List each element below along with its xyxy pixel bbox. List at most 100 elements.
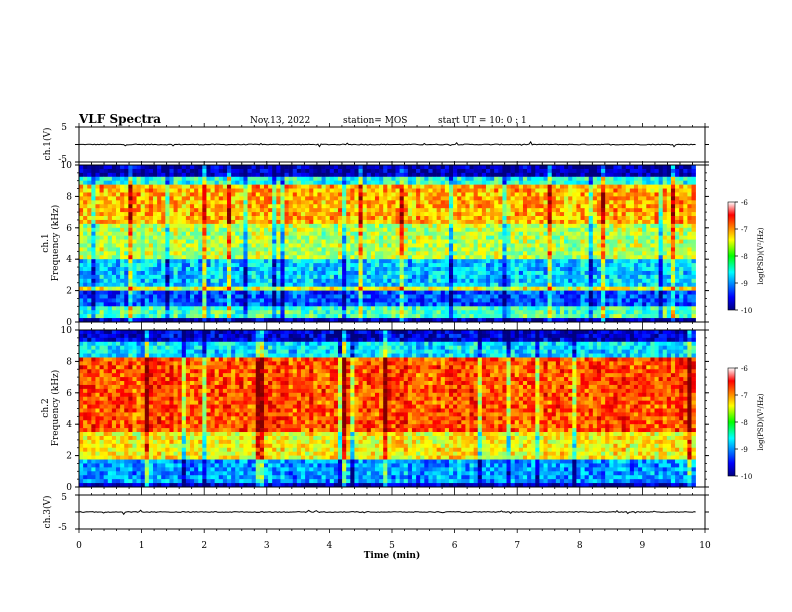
spectrogram-cell	[670, 227, 676, 233]
spectrogram-cell	[564, 172, 569, 178]
spectrogram-cell	[300, 196, 306, 201]
spectrogram-cell	[572, 176, 577, 181]
spectrogram-cell	[387, 192, 392, 197]
spectrogram-cell	[198, 255, 203, 260]
spectrogram-cell	[206, 235, 211, 240]
spectrogram-cell	[374, 231, 380, 236]
spectrogram-cell	[473, 278, 479, 284]
spectrogram-cell	[226, 204, 232, 209]
spectrogram-cell	[185, 255, 191, 260]
spectrogram-cell	[222, 239, 228, 244]
spectrogram-cell	[169, 267, 174, 272]
spectrogram-cell	[461, 274, 466, 280]
spectrogram-cell	[650, 231, 655, 236]
spectrogram-cell	[588, 278, 594, 284]
spectrogram-cell	[206, 243, 211, 248]
spectrogram-cell	[169, 212, 174, 217]
spectrogram-cell	[416, 259, 421, 264]
spectrogram-cell	[358, 263, 363, 268]
spectrogram-cell	[502, 180, 507, 185]
spectrogram-cell	[116, 278, 121, 284]
spectrogram-cell	[403, 223, 409, 229]
spectrogram-cell	[169, 231, 174, 236]
spectrogram-cell	[629, 259, 635, 264]
spectrogram-cell	[465, 235, 470, 240]
spectrogram-cell	[395, 204, 400, 209]
spectrogram-cell	[87, 227, 92, 233]
spectrogram-cell	[305, 239, 310, 244]
spectrogram-cell	[87, 263, 92, 268]
spectrogram-cell	[358, 270, 363, 276]
spectrogram-cell	[358, 200, 363, 205]
spectrogram-cell	[333, 251, 339, 256]
spectrogram-cell	[177, 270, 183, 276]
spectrogram-cell	[366, 212, 372, 217]
spectrogram-cell	[428, 286, 433, 291]
spectrogram-cell	[485, 208, 491, 213]
spectrogram-cell	[288, 247, 294, 252]
spectrogram-cell	[436, 239, 442, 244]
spectrogram-cell	[436, 219, 442, 225]
spectrogram-cell	[399, 192, 405, 197]
spectrogram-cell	[539, 168, 544, 174]
spectrogram-cell	[226, 247, 232, 252]
spectrogram-cell	[259, 172, 265, 178]
spectrogram-cell	[625, 286, 631, 291]
spectrogram-cell	[329, 219, 335, 225]
spectrogram-cell	[87, 204, 92, 209]
spectrogram-cell	[91, 247, 96, 252]
spectrogram-cell	[305, 227, 310, 233]
spectrogram-cell	[420, 267, 425, 272]
spectrogram-cell	[477, 208, 483, 213]
spectrogram-cell	[136, 192, 141, 197]
spectrogram-cell	[440, 196, 446, 201]
spectrogram-cell	[366, 200, 372, 205]
spectrogram-cell	[683, 180, 688, 185]
spectrogram-cell	[194, 165, 199, 170]
spectrogram-cell	[354, 231, 359, 236]
spectrogram-cell	[111, 290, 117, 295]
spectrogram-cell	[403, 278, 409, 284]
spectrogram-cell	[243, 239, 248, 244]
spectrogram-cell	[592, 180, 598, 185]
spectrogram-cell	[111, 247, 117, 252]
spectrogram-cell	[247, 235, 252, 240]
spectrogram-cell	[231, 200, 236, 205]
spectrogram-cell	[259, 204, 265, 209]
spectrogram-cell	[444, 165, 450, 170]
spectrogram-cell	[494, 188, 499, 193]
spectrogram-cell	[321, 278, 326, 284]
spectrogram-cell	[362, 188, 368, 193]
spectrogram-cell	[189, 227, 195, 233]
spectrogram-cell	[584, 223, 590, 229]
spectrogram-cell	[596, 212, 602, 217]
spectrogram-cell	[374, 243, 380, 248]
spectrogram-cell	[675, 172, 680, 178]
spectrogram-cell	[416, 168, 421, 174]
spectrogram-cell	[453, 270, 458, 276]
spectrogram-cell	[481, 192, 487, 197]
spectrogram-cell	[555, 204, 561, 209]
spectrogram-cell	[436, 165, 442, 170]
spectrogram-cell	[638, 231, 643, 236]
spectrogram-cell	[370, 286, 376, 291]
spectrogram-cell	[601, 259, 606, 264]
spectrogram-cell	[465, 231, 470, 236]
spectrogram-cell	[457, 231, 462, 236]
spectrogram-cell	[337, 267, 343, 272]
spectrogram-cell	[535, 216, 540, 221]
spectrogram-cell	[300, 188, 306, 193]
spectrogram-cell	[580, 267, 585, 272]
spectrogram-cell	[675, 267, 680, 272]
spectrogram-cell	[255, 286, 261, 291]
spectrogram-cell	[403, 235, 409, 240]
spectrogram-cell	[568, 267, 573, 272]
spectrogram-cell	[617, 263, 622, 268]
spectrogram-cell	[157, 196, 162, 201]
spectrogram-cell	[683, 263, 688, 268]
spectrogram-cell	[461, 188, 466, 193]
spectrogram-cell	[210, 172, 215, 178]
spectrogram-cell	[679, 168, 684, 174]
spectrogram-cell	[522, 165, 528, 170]
spectrogram-cell	[177, 168, 183, 174]
